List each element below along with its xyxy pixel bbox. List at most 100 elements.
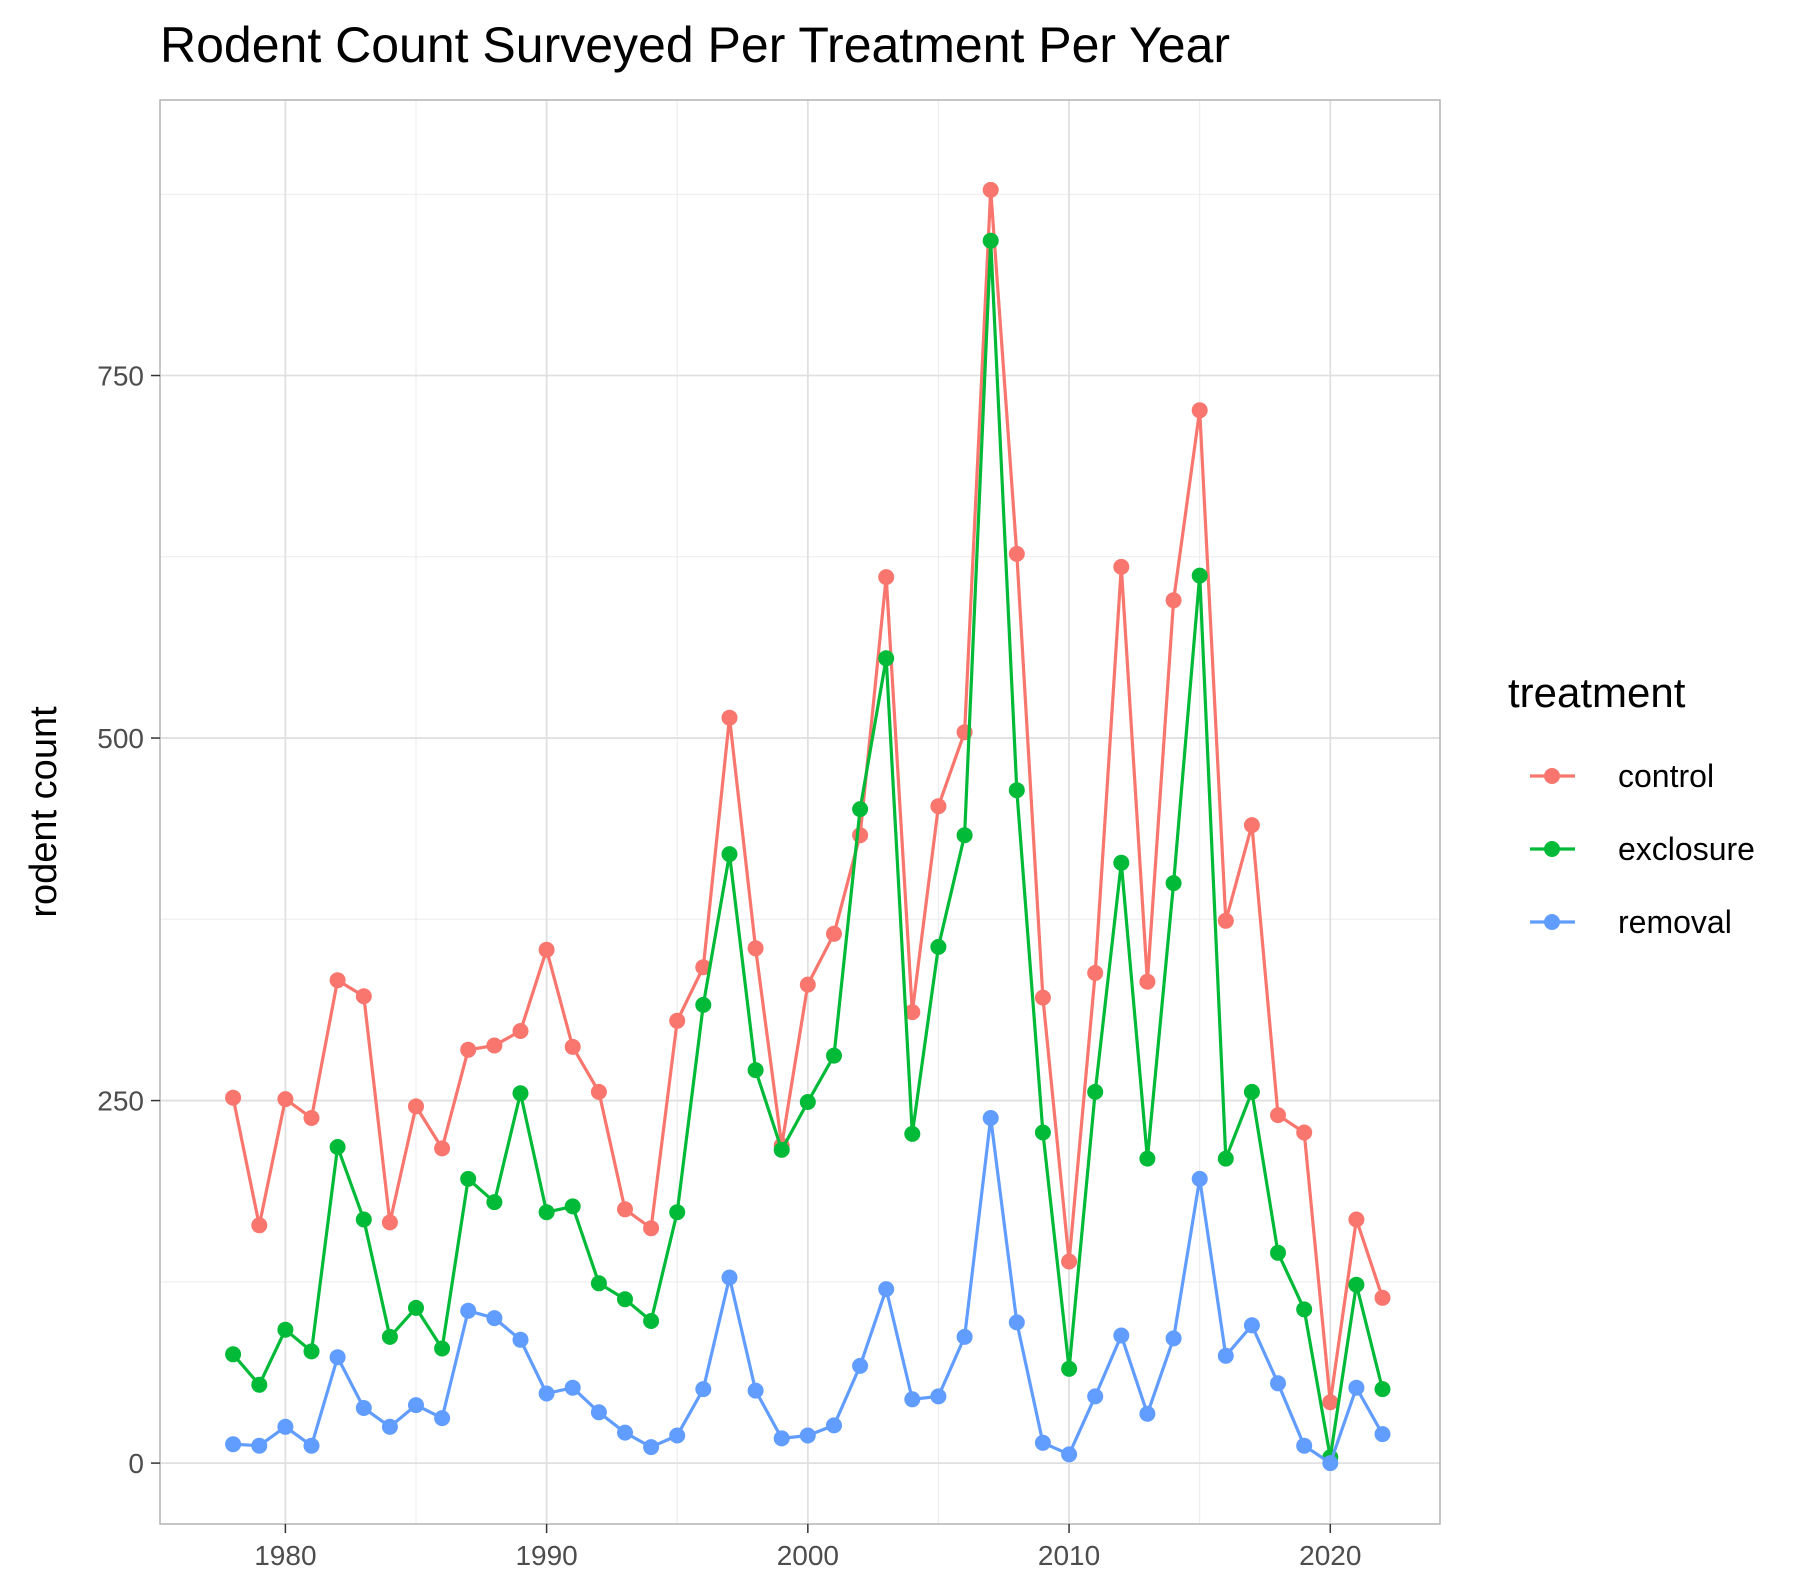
data-point-control bbox=[1165, 592, 1182, 609]
series-removal bbox=[225, 1110, 1391, 1472]
y-tick-label: 500 bbox=[97, 723, 144, 754]
data-point-removal bbox=[1217, 1347, 1234, 1364]
data-point-removal bbox=[355, 1400, 372, 1416]
data-point-control bbox=[381, 1214, 398, 1231]
data-point-removal bbox=[930, 1388, 947, 1405]
data-point-control bbox=[460, 1041, 477, 1058]
data-point-exclosure bbox=[1087, 1083, 1104, 1100]
data-point-control bbox=[1322, 1394, 1339, 1411]
data-point-removal bbox=[1061, 1446, 1078, 1463]
data-point-removal bbox=[486, 1310, 503, 1327]
series-control bbox=[225, 181, 1391, 1411]
data-point-control bbox=[747, 940, 764, 957]
data-point-removal bbox=[826, 1417, 842, 1434]
data-point-removal bbox=[956, 1328, 973, 1345]
legend-item-exclosure: exclosure bbox=[1530, 831, 1755, 867]
data-point-exclosure bbox=[747, 1062, 764, 1079]
data-point-control bbox=[1217, 912, 1234, 929]
data-point-control bbox=[303, 1110, 320, 1126]
data-point-removal bbox=[852, 1357, 869, 1374]
data-point-exclosure bbox=[1217, 1150, 1234, 1167]
data-point-control bbox=[982, 181, 999, 198]
data-point-removal bbox=[747, 1382, 764, 1399]
data-point-exclosure bbox=[643, 1313, 660, 1329]
series-layer bbox=[225, 181, 1391, 1472]
data-point-removal bbox=[799, 1427, 816, 1444]
data-point-exclosure bbox=[1034, 1124, 1051, 1141]
y-axis-ticks: 0 250 500 750 bbox=[97, 361, 160, 1479]
data-point-exclosure bbox=[852, 801, 869, 818]
data-point-exclosure bbox=[904, 1125, 921, 1142]
data-point-removal bbox=[617, 1424, 633, 1441]
data-point-control bbox=[878, 569, 895, 586]
legend-label: exclosure bbox=[1618, 831, 1755, 867]
data-point-exclosure bbox=[956, 827, 973, 844]
x-tick-label: 2020 bbox=[1299, 1540, 1361, 1571]
data-point-control bbox=[852, 827, 869, 844]
data-point-control bbox=[434, 1140, 451, 1157]
data-point-removal bbox=[695, 1381, 712, 1398]
data-point-control bbox=[1270, 1107, 1286, 1124]
data-point-exclosure bbox=[329, 1139, 346, 1155]
data-point-removal bbox=[381, 1418, 398, 1435]
data-point-control bbox=[1243, 817, 1260, 834]
data-point-exclosure bbox=[799, 1094, 816, 1110]
data-point-control bbox=[1139, 973, 1156, 990]
data-point-removal bbox=[251, 1437, 268, 1454]
data-point-exclosure bbox=[277, 1321, 294, 1338]
data-point-control bbox=[695, 959, 712, 976]
data-point-exclosure bbox=[773, 1141, 790, 1158]
data-point-removal bbox=[1322, 1455, 1339, 1472]
data-point-exclosure bbox=[1061, 1360, 1078, 1377]
data-point-removal bbox=[434, 1410, 451, 1427]
data-point-exclosure bbox=[1165, 875, 1182, 892]
data-point-control bbox=[251, 1217, 268, 1234]
data-point-control bbox=[564, 1038, 581, 1055]
y-tick-label: 0 bbox=[128, 1448, 144, 1479]
data-point-control bbox=[1113, 558, 1130, 575]
data-point-control bbox=[1348, 1211, 1365, 1228]
data-point-control bbox=[617, 1201, 633, 1218]
data-point-control bbox=[486, 1037, 503, 1054]
data-point-removal bbox=[643, 1439, 660, 1456]
data-point-exclosure bbox=[1243, 1083, 1260, 1100]
data-point-control bbox=[277, 1091, 294, 1108]
data-point-exclosure bbox=[408, 1299, 424, 1316]
data-point-control bbox=[904, 1004, 921, 1021]
data-point-control bbox=[799, 976, 816, 993]
data-point-exclosure bbox=[381, 1328, 398, 1345]
data-point-removal bbox=[277, 1418, 294, 1435]
y-axis-title: rodent count bbox=[23, 706, 65, 918]
x-tick-label: 1980 bbox=[254, 1540, 316, 1571]
legend-title: treatment bbox=[1508, 669, 1686, 716]
data-point-exclosure bbox=[982, 232, 999, 249]
data-point-exclosure bbox=[512, 1085, 529, 1102]
data-point-removal bbox=[225, 1436, 242, 1453]
data-point-control bbox=[1191, 402, 1208, 419]
data-point-removal bbox=[1348, 1379, 1365, 1396]
data-point-removal bbox=[564, 1379, 581, 1396]
data-point-exclosure bbox=[617, 1291, 633, 1308]
x-tick-label: 2000 bbox=[777, 1540, 839, 1571]
data-point-exclosure bbox=[1113, 854, 1130, 871]
data-point-control bbox=[1061, 1253, 1078, 1270]
x-axis-ticks: 1980 1990 2000 2010 2020 bbox=[254, 1524, 1361, 1571]
data-point-exclosure bbox=[721, 846, 738, 863]
data-point-removal bbox=[1008, 1314, 1025, 1331]
data-point-removal bbox=[329, 1349, 346, 1366]
data-point-removal bbox=[1243, 1317, 1260, 1334]
data-point-removal bbox=[590, 1404, 607, 1421]
data-point-exclosure bbox=[669, 1204, 686, 1221]
data-point-removal bbox=[512, 1331, 529, 1348]
data-point-removal bbox=[982, 1110, 999, 1126]
data-point-control bbox=[590, 1083, 607, 1100]
data-point-exclosure bbox=[564, 1198, 581, 1215]
major-gridlines bbox=[160, 100, 1440, 1524]
legend-key-point bbox=[1544, 768, 1560, 784]
legend-key-point bbox=[1544, 841, 1560, 857]
data-point-exclosure bbox=[1348, 1276, 1365, 1293]
data-point-removal bbox=[1296, 1437, 1313, 1454]
data-point-exclosure bbox=[225, 1346, 242, 1363]
data-point-removal bbox=[1374, 1426, 1391, 1443]
